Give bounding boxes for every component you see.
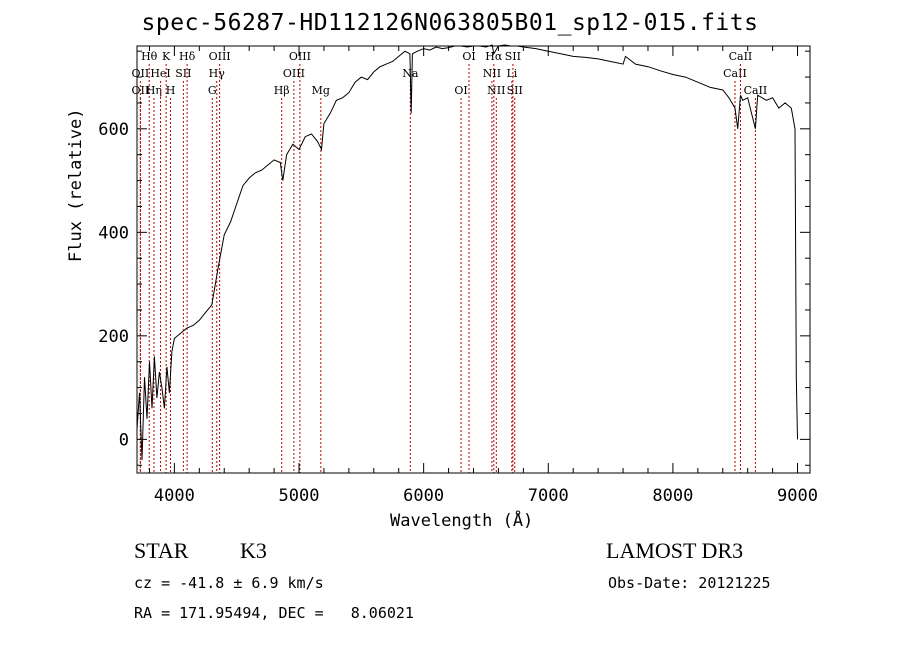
- line-marker-label: NII: [487, 84, 505, 97]
- line-marker-label: NII: [483, 67, 501, 80]
- x-tick-label: 6000: [403, 486, 444, 506]
- line-marker-label: OI: [462, 50, 475, 63]
- line-marker-label: OII: [132, 67, 150, 80]
- x-tick-label: 7000: [528, 486, 569, 506]
- y-tick-label: 400: [98, 223, 129, 243]
- x-tick-label: 5000: [279, 486, 320, 506]
- line-marker-label: Mg: [312, 84, 330, 97]
- redshift-velocity: cz = -41.8 ± 6.9 km/s: [134, 574, 324, 592]
- line-marker-label: CaII: [729, 50, 753, 63]
- x-axis-label: Wavelength (Å): [390, 511, 534, 531]
- line-marker-label: Hη: [146, 84, 162, 97]
- line-marker-label: OIII: [289, 50, 311, 63]
- plot-frame: [136, 45, 811, 474]
- line-marker-label: Hα: [485, 50, 503, 63]
- spectral-subclass: K3: [240, 538, 267, 563]
- observation-date: Obs-Date: 20121225: [608, 574, 771, 592]
- line-marker-label: K: [162, 50, 171, 63]
- spectrum-line: [136, 44, 798, 461]
- line-marker-label: Li: [506, 67, 517, 80]
- chart-title: spec-56287-HD112126N063805B01_sp12-015.f…: [141, 10, 759, 36]
- line-marker-label: Hγ: [209, 67, 226, 80]
- y-tick-label: 0: [119, 430, 129, 450]
- line-marker-label: SII: [507, 84, 523, 97]
- line-marker-label: CaII: [723, 67, 747, 80]
- line-marker-label: Hδ: [179, 50, 196, 63]
- y-tick-label: 200: [98, 327, 129, 347]
- sky-coordinates: RA = 171.95494, DEC = 8.06021: [134, 604, 414, 622]
- object-class: STAR: [134, 538, 189, 563]
- line-marker-label: SII: [505, 50, 521, 63]
- line-marker-label: G: [208, 84, 217, 97]
- x-tick-label: 9000: [777, 486, 818, 506]
- line-marker-label: CaII: [744, 84, 768, 97]
- line-marker-label: Hθ: [141, 50, 158, 63]
- line-marker-label: OIII: [283, 67, 305, 80]
- line-marker-label: HeI: [150, 67, 170, 80]
- line-marker-label: OIII: [209, 50, 231, 63]
- x-tick-label: 8000: [652, 486, 693, 506]
- line-marker-label: H: [166, 84, 176, 97]
- y-tick-label: 600: [98, 120, 129, 140]
- line-marker-label: OI: [454, 84, 467, 97]
- line-marker-label: SII: [175, 67, 191, 80]
- line-marker-label: Hβ: [274, 84, 290, 97]
- y-axis-label: Flux (relative): [66, 108, 86, 262]
- x-tick-label: 4000: [154, 486, 195, 506]
- survey-name: LAMOST DR3: [606, 538, 744, 563]
